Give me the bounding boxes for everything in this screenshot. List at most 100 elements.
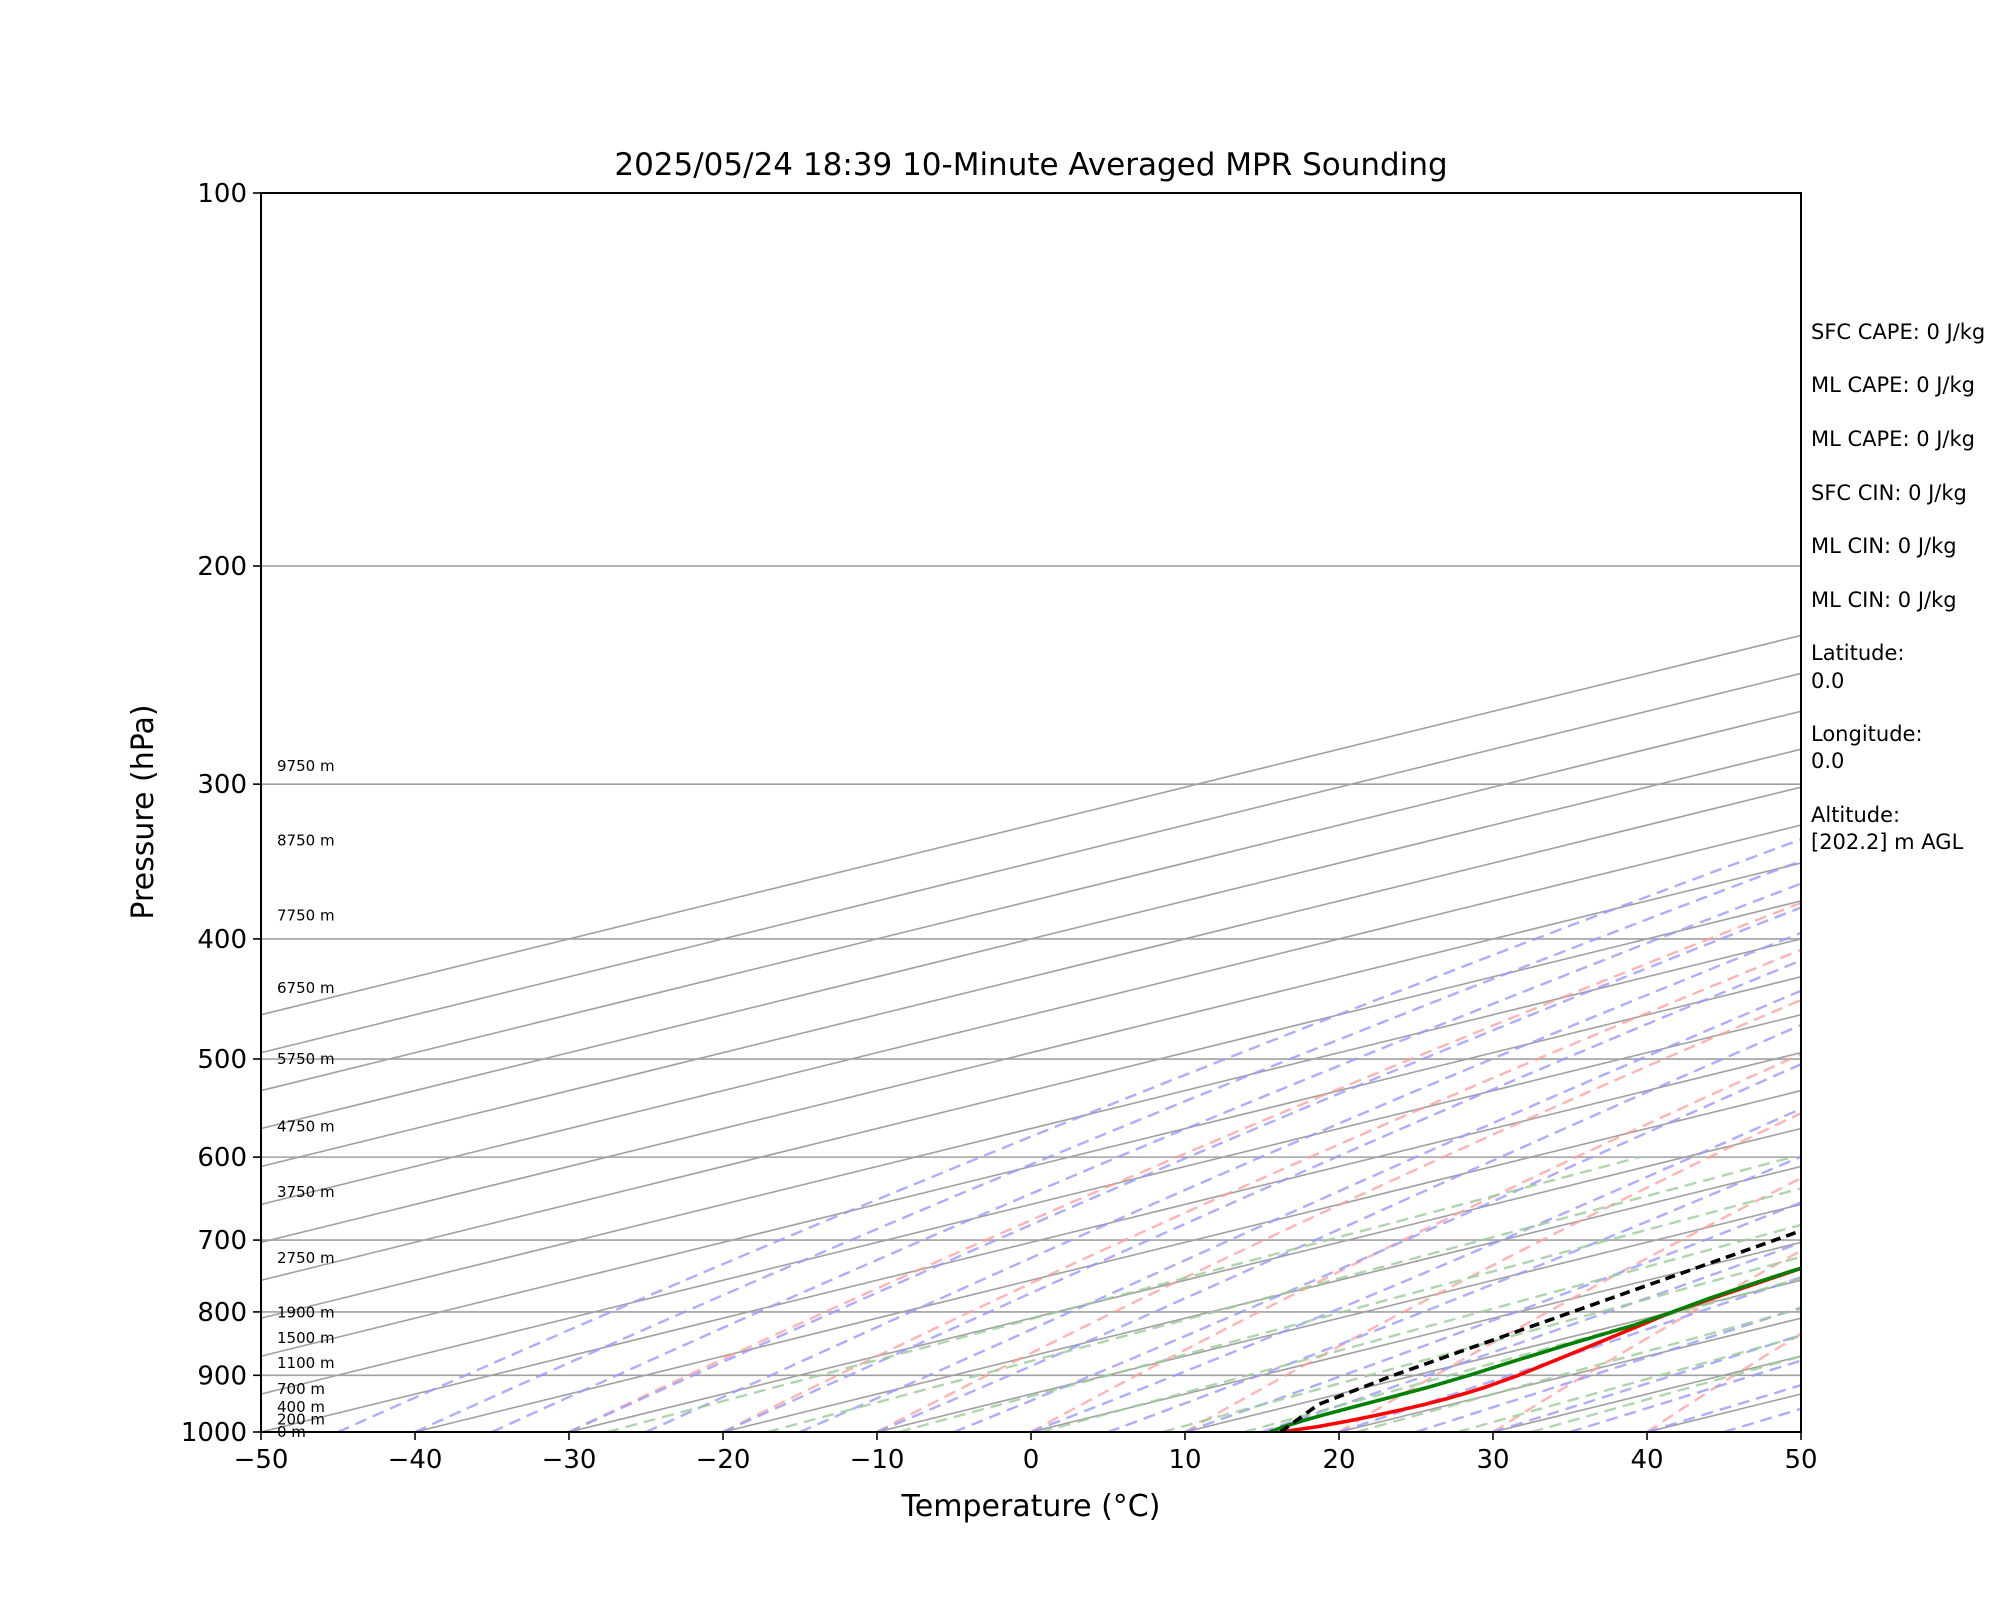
x-tick-label: −10 (850, 1445, 905, 1475)
background-lines (261, 565, 1801, 1432)
height-label: 5750 m (277, 1050, 335, 1068)
y-tick-label: 1000 (181, 1418, 247, 1448)
isotherm-line (261, 748, 1801, 1130)
isotherm-line (261, 634, 1801, 1016)
isotherm-line (261, 938, 1801, 1320)
height-label: 8750 m (277, 831, 335, 849)
moist-adiabat-line (1107, 1155, 1801, 1432)
info-line: ML CIN: 0 J/kg (1811, 534, 1957, 558)
height-label: 7750 m (277, 907, 335, 925)
height-label: 700 m (277, 1380, 325, 1398)
isotherm-line (261, 862, 1801, 1244)
mixing-ratio-line (766, 1155, 1793, 1432)
y-tick-label: 800 (197, 1298, 247, 1328)
moist-adiabat-line (491, 882, 1801, 1432)
info-line: SFC CAPE: 0 J/kg (1811, 320, 1985, 344)
isotherm-line (414, 1089, 1801, 1432)
height-label: 1500 m (277, 1329, 335, 1347)
mixing-ratio-line (1457, 1334, 1801, 1432)
x-tick-label: 0 (1023, 1445, 1040, 1475)
moist-adiabat-line (1261, 1241, 1801, 1432)
info-line: Altitude: (1811, 803, 1900, 827)
mixing-ratio-line (1356, 1307, 1801, 1432)
y-tick-label: 900 (197, 1361, 247, 1391)
isotherm-line (261, 710, 1801, 1092)
dry-adiabat-line (1646, 1332, 1801, 1432)
isotherm-line (876, 1203, 1801, 1432)
height-label: 200 m (277, 1410, 325, 1428)
x-tick-label: −50 (234, 1445, 289, 1475)
moist-adiabat-line (414, 859, 1801, 1432)
profile-lines (1269, 1228, 1801, 1432)
y-tick-label: 100 (197, 179, 247, 209)
height-label: 4750 m (277, 1118, 335, 1136)
x-tick-label: −40 (388, 1445, 443, 1475)
mixing-ratio-line (1162, 1255, 1801, 1432)
mixing-ratio-line (1040, 1223, 1801, 1432)
dry-adiabat-line (568, 901, 1801, 1432)
isotherm-line (722, 1165, 1801, 1432)
isotherm-line (261, 786, 1801, 1168)
moist-adiabat-line (645, 931, 1801, 1432)
mixing-ratio-line (1530, 1354, 1801, 1432)
y-tick-label: 500 (197, 1045, 247, 1075)
chart-title: 2025/05/24 18:39 10-Minute Averaged MPR … (614, 147, 1447, 183)
mixing-ratio-line (606, 1155, 1641, 1432)
mixing-ratio-line (1243, 1277, 1801, 1432)
info-line: 0.0 (1811, 749, 1844, 773)
x-tick-label: 40 (1630, 1445, 1663, 1475)
y-tick-label: 300 (197, 770, 247, 800)
info-line: Latitude: (1811, 641, 1905, 665)
info-line: ML CAPE: 0 J/kg (1811, 427, 1975, 451)
x-tick-label: 30 (1476, 1445, 1509, 1475)
isotherm-line (261, 976, 1801, 1357)
y-tick-label: 600 (197, 1143, 247, 1173)
info-line: 0.0 (1811, 669, 1844, 693)
height-label: 9750 m (277, 757, 335, 775)
height-label: 1100 m (277, 1354, 335, 1372)
info-line: SFC CIN: 0 J/kg (1811, 481, 1967, 505)
height-label: 3750 m (277, 1183, 335, 1201)
info-line: Longitude: (1811, 722, 1923, 746)
height-label: 2750 m (277, 1249, 335, 1267)
y-tick-label: 700 (197, 1226, 247, 1256)
y-axis-ticks: 100 200 300 400 500 600 700 800 900 1000 (181, 179, 261, 1448)
dewpoint-profile-line (1269, 1266, 1801, 1432)
moist-adiabat-line (568, 906, 1801, 1432)
info-line: [202.2] m AGL (1811, 830, 1964, 854)
dry-adiabat-line (1338, 1176, 1801, 1432)
isotherm-line (261, 900, 1801, 1282)
height-label: 0 m (277, 1423, 306, 1441)
x-tick-label: 10 (1168, 1445, 1201, 1475)
info-line: ML CAPE: 0 J/kg (1811, 373, 1975, 397)
moist-adiabat-line (1030, 1107, 1801, 1432)
sounding-info-panel: SFC CAPE: 0 J/kg ML CAPE: 0 J/kg ML CAPE: … (1811, 320, 1985, 854)
y-axis-label: Pressure (hPa) (126, 704, 161, 919)
height-label: 400 m (277, 1398, 325, 1416)
x-tick-label: −20 (696, 1445, 751, 1475)
moist-adiabat-line (1338, 1275, 1801, 1432)
info-line: ML CIN: 0 J/kg (1811, 588, 1957, 612)
isotherm-line (261, 672, 1801, 1054)
height-label: 1900 m (277, 1304, 335, 1322)
isotherm-line (261, 1013, 1801, 1395)
mixing-ratio-line (898, 1187, 1801, 1432)
dry-adiabat-line (722, 948, 1801, 1432)
isotherm-line (261, 1051, 1801, 1432)
moist-adiabat-line (1184, 1201, 1801, 1432)
height-label: 6750 m (277, 979, 335, 997)
x-tick-label: −30 (542, 1445, 597, 1475)
y-tick-label: 200 (197, 552, 247, 582)
isotherm-line (568, 1127, 1801, 1432)
x-axis-ticks: −50 −40 −30 −20 −10 0 10 20 30 40 50 (234, 1432, 1818, 1475)
moist-adiabat-line (722, 959, 1801, 1432)
x-tick-label: 20 (1322, 1445, 1355, 1475)
x-tick-label: 50 (1784, 1445, 1817, 1475)
dry-adiabat-line (876, 998, 1801, 1432)
moist-adiabat-line (953, 1062, 1801, 1432)
moist-adiabat-line (337, 838, 1801, 1432)
x-axis-label: Temperature (°C) (901, 1489, 1161, 1524)
y-tick-label: 400 (197, 925, 247, 955)
